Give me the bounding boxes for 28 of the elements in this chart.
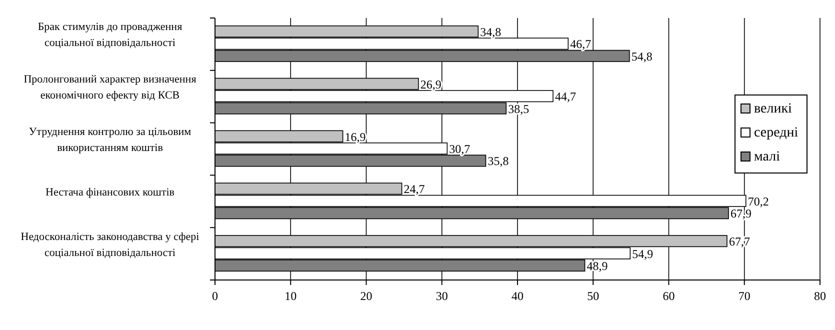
y-tick-label: Брак стимулів до провадження соціальної відповідальності — [38, 21, 182, 50]
data-label: 46,7 — [570, 37, 592, 52]
legend-label: великі — [754, 102, 792, 116]
data-label: 70,2 — [748, 194, 769, 208]
y-tick-label: Утруднення контролю за цільовим використанням коштів — [28, 126, 192, 154]
data-label: 54,8 — [631, 49, 652, 64]
data-label: 35,8 — [488, 154, 509, 168]
legend-label: середні — [754, 126, 798, 140]
data-label: 34,8 — [480, 24, 502, 39]
x-tick-label: 50 — [587, 289, 600, 303]
data-label: 54,9 — [632, 246, 654, 261]
legend-label: малі — [754, 150, 780, 164]
data-label: 26,9 — [420, 77, 442, 92]
data-label: 44,7 — [555, 90, 576, 104]
x-tick-label: 80 — [814, 289, 826, 303]
x-tick-label: 60 — [662, 289, 675, 303]
data-label: 16,9 — [344, 130, 366, 144]
data-label: 24,7 — [404, 182, 425, 196]
x-tick-label: 10 — [284, 289, 297, 303]
y-tick-label: Недосконалість законодавства у сфері соціальної відповідальності — [20, 230, 200, 259]
x-tick-label: 30 — [436, 289, 448, 303]
x-tick-label: 0 — [212, 289, 218, 303]
x-tick-label: 40 — [512, 289, 524, 303]
x-tick-label: 20 — [360, 289, 372, 303]
x-tick-label: 70 — [738, 289, 750, 303]
data-label: 30,7 — [449, 142, 470, 156]
y-tick-label: Пролонгований характер визначення економічного ефекту від КСВ — [24, 74, 196, 102]
y-tick-label: Нестача фінансових коштів — [46, 186, 174, 198]
